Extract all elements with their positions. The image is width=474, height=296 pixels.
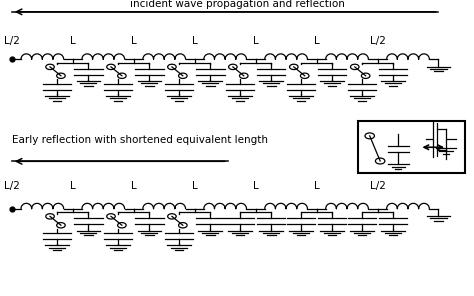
Text: L: L [70,36,76,46]
Text: L: L [192,181,198,191]
Text: L/2: L/2 [370,36,385,46]
Text: L: L [314,181,319,191]
Text: Early reflection with shortened equivalent length: Early reflection with shortened equivale… [12,135,268,145]
Text: L: L [70,181,76,191]
Text: incident wave propagation and reflection: incident wave propagation and reflection [129,0,345,9]
Text: L/2: L/2 [370,181,385,191]
Text: L: L [192,36,198,46]
Text: L/2: L/2 [4,181,20,191]
Text: L/2: L/2 [4,36,20,46]
Text: L: L [253,36,258,46]
Text: L: L [253,181,258,191]
Text: L: L [131,36,137,46]
Bar [358,121,465,173]
Text: L: L [131,181,137,191]
Text: L: L [314,36,319,46]
